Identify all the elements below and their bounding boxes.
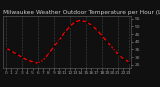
Text: Milwaukee Weather Outdoor Temperature per Hour (Last 24 Hours): Milwaukee Weather Outdoor Temperature pe… (3, 10, 160, 15)
